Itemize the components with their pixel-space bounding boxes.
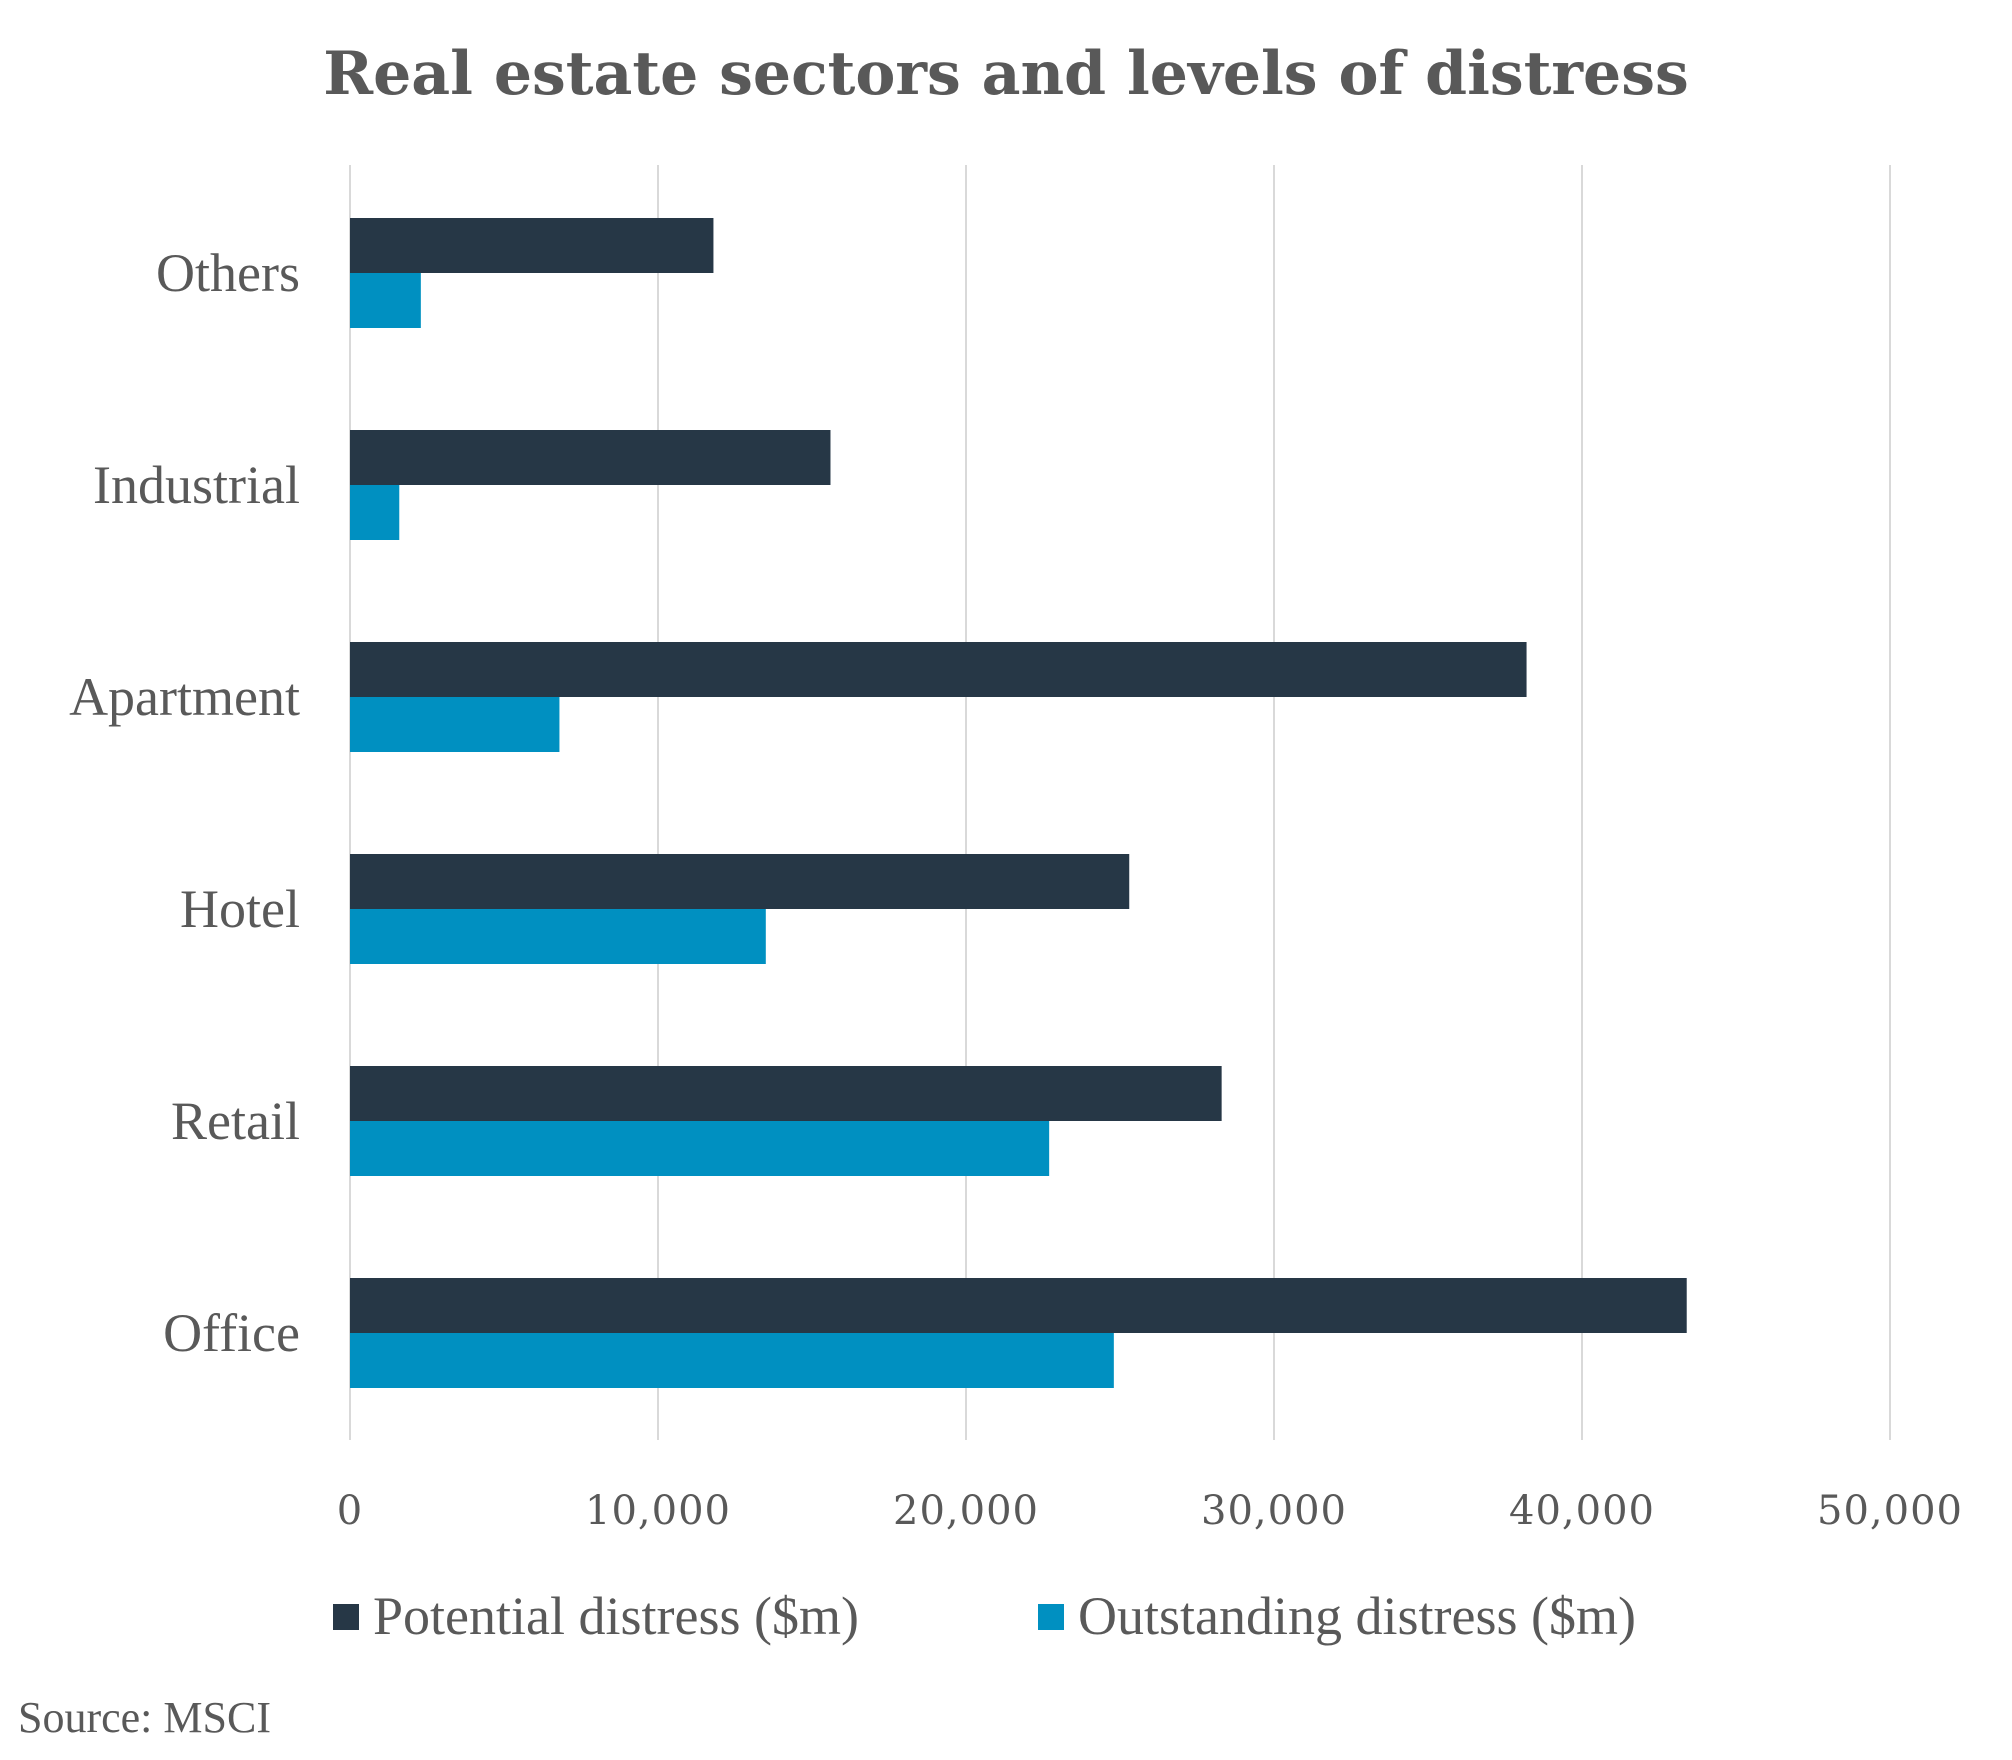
gridlines xyxy=(349,165,1891,1440)
bar-potential-hotel xyxy=(350,854,1130,909)
chart-title: Real estate sectors and levels of distre… xyxy=(323,39,1689,109)
bar-outstanding-retail xyxy=(350,1121,1050,1176)
source-note: Source: MSCI xyxy=(18,1693,271,1742)
category-labels: Others Industrial Apartment Hotel Retail Offi… xyxy=(69,243,300,1363)
bar-potential-others xyxy=(350,218,714,273)
legend-label-potential: Potential distress ($m) xyxy=(373,1586,859,1646)
bar-potential-apartment xyxy=(350,642,1527,697)
legend-swatch-potential xyxy=(333,1604,359,1630)
x-tick-label: 40,000 xyxy=(1509,1488,1655,1534)
bars xyxy=(350,218,1687,1388)
x-tick-label: 20,000 xyxy=(893,1488,1039,1534)
legend-swatch-outstanding xyxy=(1038,1604,1064,1630)
category-label-industrial: Industrial xyxy=(93,455,300,515)
bar-potential-office xyxy=(350,1278,1687,1333)
bar-outstanding-industrial xyxy=(350,485,400,540)
category-label-others: Others xyxy=(156,243,300,303)
bar-outstanding-office xyxy=(350,1333,1114,1388)
x-tick-label: 0 xyxy=(337,1488,363,1534)
x-tick-label: 50,000 xyxy=(1817,1488,1963,1534)
bar-outstanding-apartment xyxy=(350,697,560,752)
bar-potential-retail xyxy=(350,1066,1222,1121)
bar-outstanding-hotel xyxy=(350,909,766,964)
category-label-apartment: Apartment xyxy=(69,667,300,727)
bar-outstanding-others xyxy=(350,273,421,328)
x-tick-labels: 0 10,000 20,000 30,000 40,000 50,000 xyxy=(337,1488,1963,1534)
legend-label-outstanding: Outstanding distress ($m) xyxy=(1078,1586,1636,1646)
category-label-office: Office xyxy=(163,1303,300,1363)
legend: Potential distress ($m) Outstanding distr… xyxy=(333,1586,1636,1646)
x-tick-label: 30,000 xyxy=(1201,1488,1347,1534)
category-label-retail: Retail xyxy=(171,1091,300,1151)
bar-potential-industrial xyxy=(350,430,831,485)
category-label-hotel: Hotel xyxy=(180,879,300,939)
x-tick-label: 10,000 xyxy=(585,1488,731,1534)
